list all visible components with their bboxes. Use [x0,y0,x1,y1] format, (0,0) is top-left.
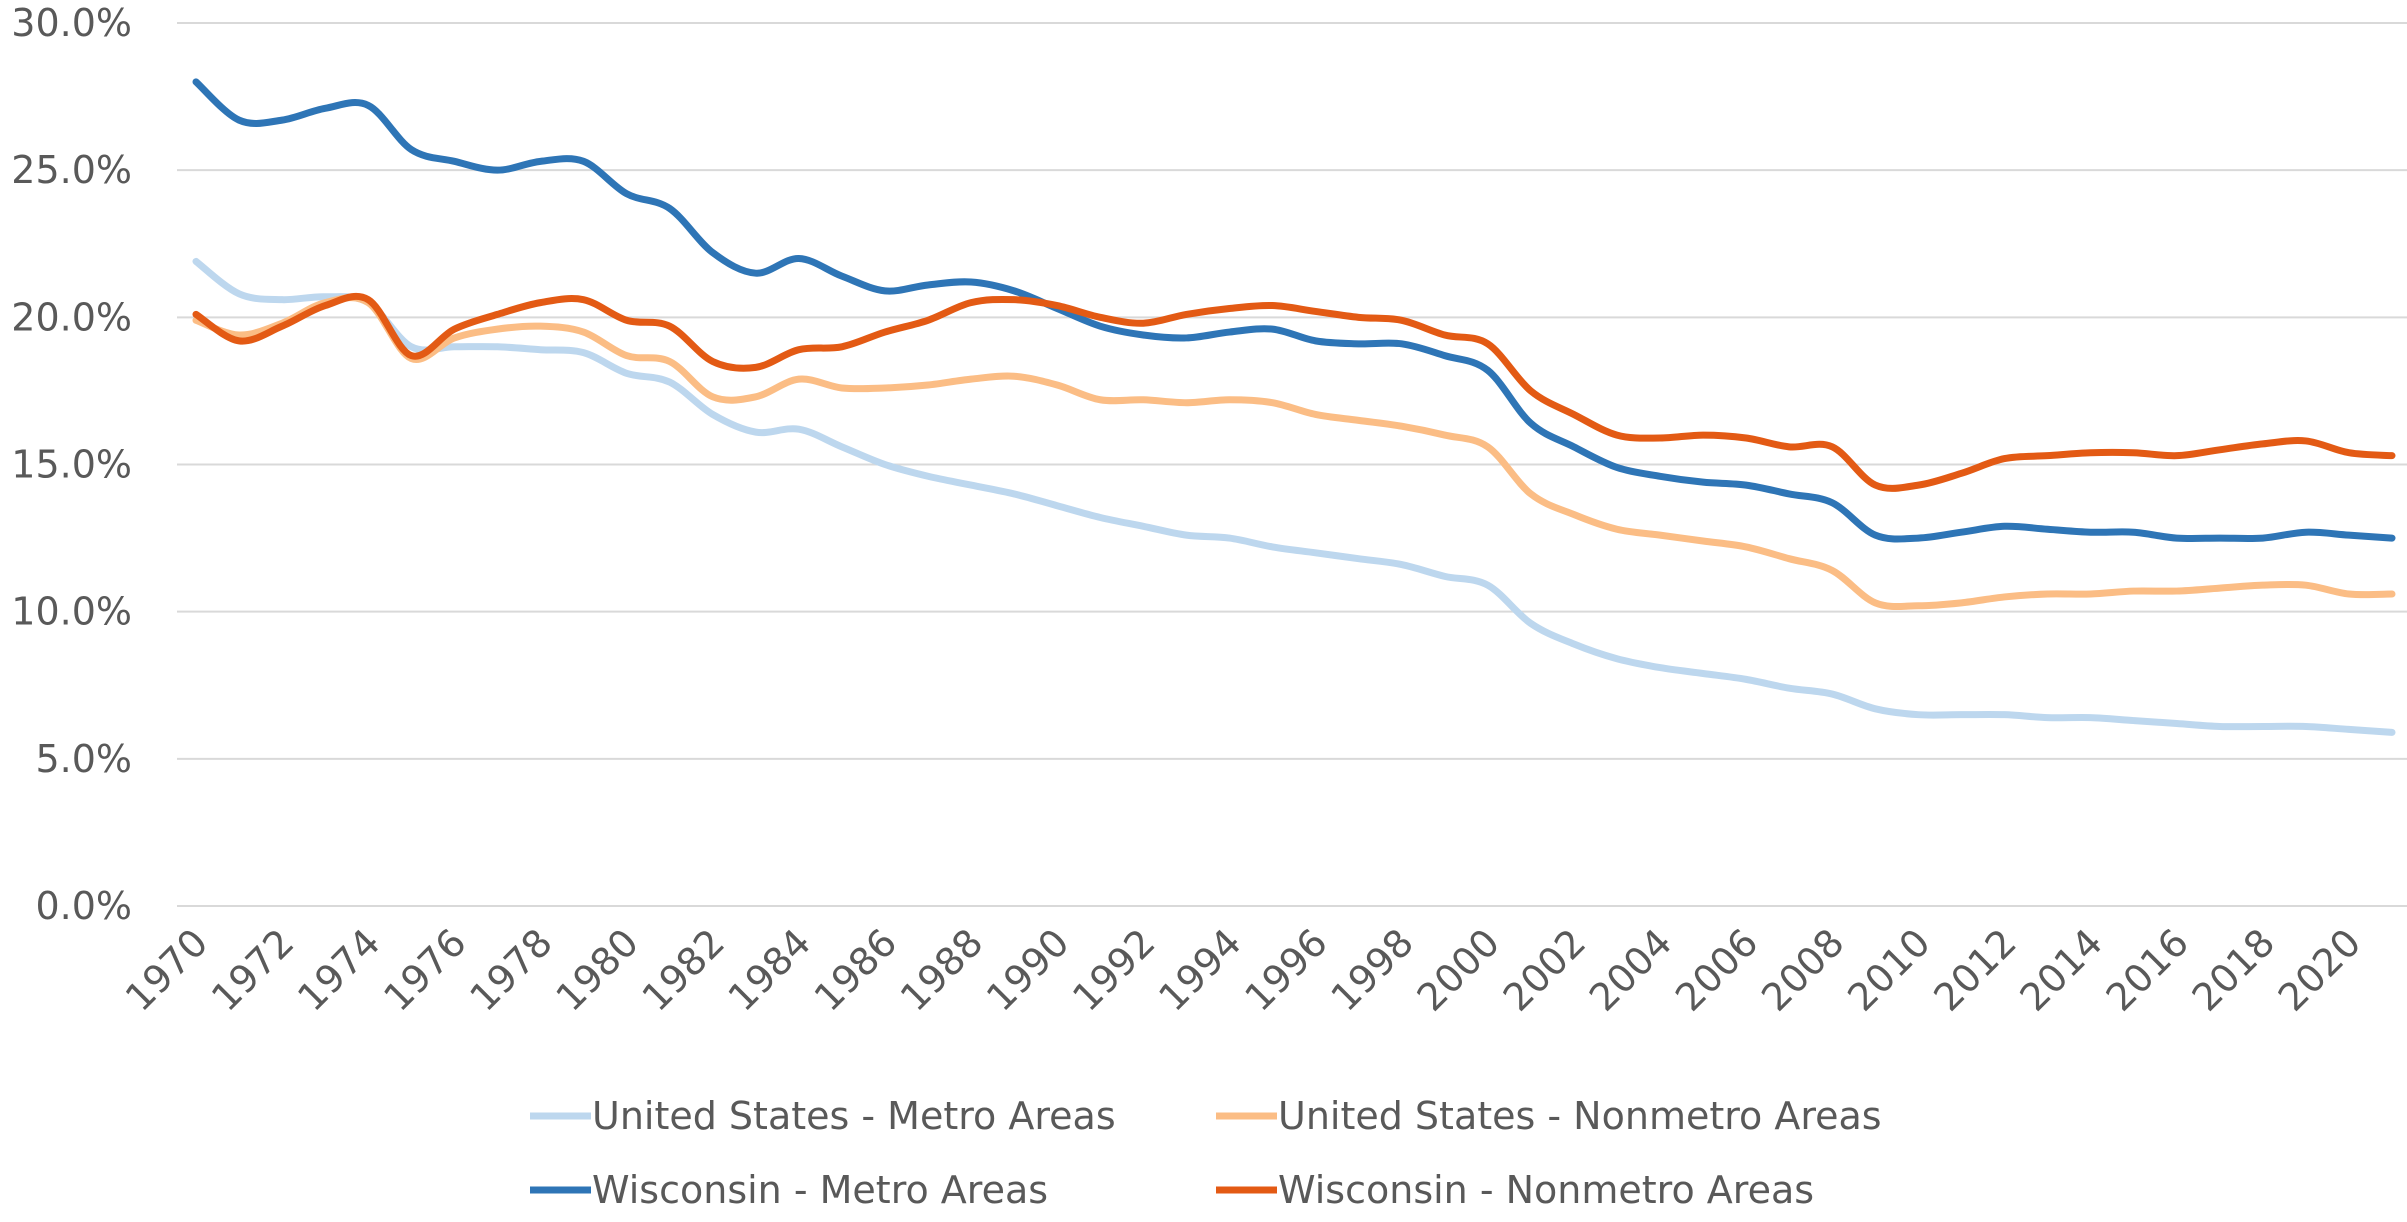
x-tick-label: 2010 [1839,920,1939,1020]
x-tick-label: 2002 [1495,920,1595,1020]
x-tick-label: 1986 [806,920,906,1020]
x-tick-label: 2006 [1667,920,1767,1020]
x-tick-label: 2004 [1581,920,1681,1020]
x-tick-label: 2018 [2184,920,2284,1020]
x-tick-label: 1972 [203,920,303,1020]
x-tick-label: 1982 [634,920,734,1020]
x-tick-label: 1992 [1064,920,1164,1020]
x-tick-label: 2000 [1409,920,1509,1020]
x-tick-label: 1994 [1150,920,1250,1020]
x-tick-label: 1980 [547,920,647,1020]
x-tick-label: 1970 [117,920,217,1020]
series-line [192,78,2396,543]
y-tick-label: 5.0% [35,737,132,781]
y-tick-label: 30.0% [11,1,132,45]
x-tick-label: 1996 [1236,920,1336,1020]
x-tick-label: 1998 [1323,920,1423,1020]
legend-label: Wisconsin - Metro Areas [592,1168,1048,1212]
legend-label: United States - Metro Areas [592,1094,1116,1138]
legend-label: United States - Nonmetro Areas [1278,1094,1882,1138]
x-tick-label: 1988 [892,920,992,1020]
y-tick-label: 10.0% [11,590,132,634]
x-tick-label: 2012 [1925,920,2025,1020]
x-tick-label: 1974 [289,920,389,1020]
y-tick-label: 25.0% [11,148,132,192]
x-tick-label: 2016 [2098,920,2198,1020]
series-line [192,257,2396,736]
x-tick-label: 2014 [2011,920,2111,1020]
y-tick-label: 0.0% [35,884,132,928]
x-tick-label: 1990 [978,920,1078,1020]
y-tick-label: 20.0% [11,295,132,339]
x-tick-label: 2008 [1753,920,1853,1020]
x-tick-label: 2020 [2270,920,2370,1020]
y-tick-label: 15.0% [11,443,132,487]
legend-label: Wisconsin - Nonmetro Areas [1278,1168,1814,1212]
series-line [192,294,2396,611]
x-tick-label: 1976 [375,920,475,1020]
x-tick-label: 1978 [461,920,561,1020]
x-tick-label: 1984 [720,920,820,1020]
series-line [192,292,2396,492]
